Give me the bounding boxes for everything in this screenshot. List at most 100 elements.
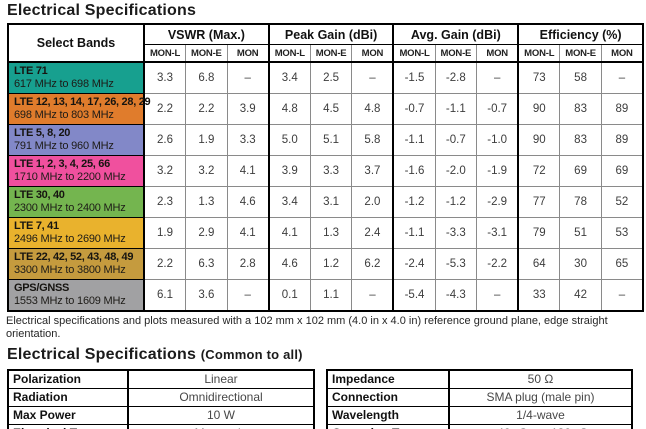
value-cell: -0.7 [392,93,436,125]
value-cell: 83 [559,124,602,156]
value-cell: -3.3 [434,217,478,249]
subcol-header-mon-l: MON-L [143,44,186,63]
subcol-header-mon-e: MON-E [559,44,602,63]
value-cell: – [600,279,644,312]
value-cell: 2.6 [143,124,187,156]
band-table-row: LTE 5, 8, 20 791 MHz to 960 MHz 2.6 1.9 3.3 5… [7,124,644,156]
value-cell: 65 [600,248,644,280]
value-cell: 2.5 [309,61,353,94]
band-frequency-range: 698 MHz to 803 MHz [14,109,114,121]
band-name: LTE 5, 8, 20 [14,127,71,139]
common-spec-value: Monopole [127,423,315,429]
band-table-row: LTE 12, 13, 14, 17, 26, 28, 29 698 MHz to… [7,93,644,125]
group-header-vswr: VSWR (Max.) [143,24,269,45]
value-cell: -2.8 [434,61,478,94]
band-name: GPS/GNSS [14,282,70,294]
value-cell: – [226,279,270,312]
value-cell: 42 [559,279,602,312]
group-header-avg-gain: Avg. Gain (dBi) [392,24,519,45]
value-cell: 3.3 [226,124,270,156]
value-cell: -1.2 [434,186,478,218]
value-cell: 4.8 [351,93,394,125]
value-cell: 90 [517,93,561,125]
spec-table-body: LTE 71 617 MHz to 698 MHz 3.3 6.8–3.4 2.5– -1… [7,61,644,312]
value-cell: 2.4 [351,217,394,249]
subcolumn-header-row: MON-L MON-E MON MON-L MON-E MON MON-L MON-E MON M… [8,44,643,63]
subcol-header-mon-e: MON-E [434,44,477,63]
value-cell: 1.3 [309,217,353,249]
band-cell: LTE 71 617 MHz to 698 MHz [7,61,145,94]
value-cell: 5.1 [309,124,353,156]
common-spec-label: Operating Temp. [326,423,450,429]
value-cell: -2.2 [476,248,519,280]
common-specs-table-right: Impedance 50 Ω Connection SMA plug (male pi… [326,369,633,429]
value-cell: -1.9 [476,155,519,187]
value-cell: 89 [600,124,644,156]
band-cell: LTE 5, 8, 20 791 MHz to 960 MHz [7,124,145,156]
value-cell: 4.6 [267,248,311,280]
value-cell: – [476,279,519,312]
value-cell: -3.1 [476,217,519,249]
band-table-row: LTE 1, 2, 3, 4, 25, 66 1710 MHz to 2200 M… [7,155,644,187]
value-cell: – [351,279,394,312]
electrical-specs-table: Select Bands VSWR (Max.) Peak Gain (dBi)… [7,23,644,312]
band-frequency-range: 1710 MHz to 2200 MHz [14,171,126,183]
band-name: LTE 22, 42, 52, 43, 48, 49 [14,251,134,263]
subcol-header-mon-l: MON-L [517,44,560,63]
value-cell: 1.9 [185,124,228,156]
value-cell: 73 [517,61,561,94]
value-cell: 3.1 [309,186,353,218]
group-header-peak-gain: Peak Gain (dBi) [267,24,394,45]
value-cell: – [226,61,270,94]
value-cell: 1.3 [185,186,228,218]
group-header-row: Select Bands VSWR (Max.) Peak Gain (dBi)… [8,24,643,63]
value-cell: 2.9 [185,217,228,249]
value-cell: 30 [559,248,602,280]
value-cell: 3.9 [226,93,270,125]
band-name: LTE 30, 40 [14,189,65,201]
value-cell: – [351,61,394,94]
value-cell: 89 [600,93,644,125]
value-cell: 4.1 [226,155,270,187]
value-cell: -1.1 [434,93,478,125]
value-cell: -1.0 [476,124,519,156]
common-spec-row: Polarization Linear [7,369,315,389]
subcol-header-mon: MON [351,44,394,63]
band-table-row: LTE 22, 42, 52, 43, 48, 49 3300 MHz to 38… [7,248,644,280]
common-section-title: Electrical Specifications (Common to all… [7,346,646,364]
common-spec-value: Linear [127,369,315,389]
value-cell: 72 [517,155,561,187]
common-title-qualifier: (Common to all) [200,347,303,362]
common-spec-row: Wavelength 1/4-wave [326,405,633,425]
value-cell: -1.1 [392,124,436,156]
value-cell: 6.3 [185,248,228,280]
value-cell: -5.4 [392,279,436,312]
common-spec-label: Electrical Type [7,423,129,429]
value-cell: 4.1 [267,217,311,249]
band-frequency-range: 2300 MHz to 2400 MHz [14,202,126,214]
value-cell: 4.6 [226,186,270,218]
common-spec-value: 50 Ω [448,369,633,389]
value-cell: 2.2 [143,93,187,125]
value-cell: 2.2 [185,93,228,125]
value-cell: 52 [600,186,644,218]
value-cell: 4.8 [267,93,311,125]
value-cell: 58 [559,61,602,94]
common-spec-value: -40 °C to +130 °C [448,423,633,429]
subcol-header-mon-e: MON-E [185,44,228,63]
band-frequency-range: 617 MHz to 698 MHz [14,78,114,90]
subcol-header-mon: MON [600,44,643,63]
value-cell: -1.2 [392,186,436,218]
common-spec-row: Radiation Omnidirectional [7,387,315,407]
band-frequency-range: 1553 MHz to 1609 MHz [14,295,126,307]
value-cell: -4.3 [434,279,478,312]
common-title-main: Electrical Specifications [7,346,197,363]
common-spec-row: Impedance 50 Ω [326,369,633,389]
value-cell: 77 [517,186,561,218]
common-spec-value: 1/4-wave [448,405,633,425]
value-cell: 83 [559,93,602,125]
band-name: LTE 71 [14,65,48,77]
value-cell: 4.5 [309,93,353,125]
band-cell: LTE 12, 13, 14, 17, 26, 28, 29 698 MHz to… [7,93,151,125]
value-cell: 5.0 [267,124,311,156]
